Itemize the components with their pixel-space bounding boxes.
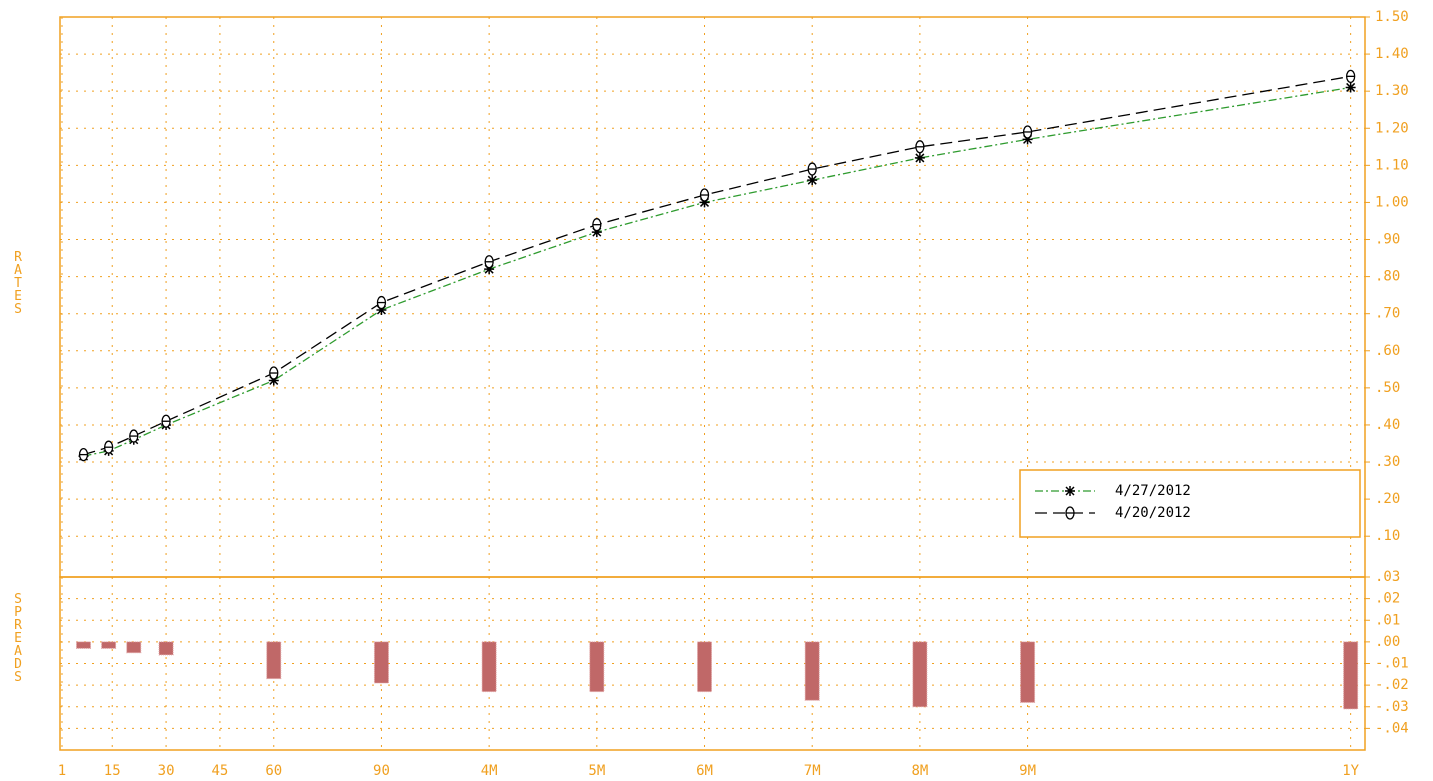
marker	[1345, 82, 1356, 93]
marker	[484, 264, 495, 275]
marker	[1345, 69, 1356, 83]
marker	[103, 440, 114, 454]
marker	[268, 375, 279, 386]
y-tick-label: -.02	[1375, 677, 1409, 693]
y-tick-label: .90	[1375, 232, 1400, 248]
y-tick-label: -.03	[1375, 699, 1409, 715]
y-tick-label: 1.30	[1375, 83, 1409, 99]
y-tick-label: .00	[1375, 634, 1400, 650]
marker	[1065, 486, 1075, 496]
marker	[376, 295, 387, 310]
marker	[1022, 134, 1033, 145]
marker	[78, 447, 89, 462]
x-tick-label: 1	[58, 763, 66, 779]
x-tick-label: 4M	[481, 763, 498, 779]
y-tick-label: 1.10	[1375, 157, 1409, 173]
y-tick-label: .30	[1375, 454, 1400, 470]
bar	[76, 641, 92, 649]
y-tick-label: .20	[1375, 491, 1400, 507]
y-tick-label: 1.50	[1375, 9, 1409, 25]
marker	[269, 366, 279, 380]
legend-box	[1019, 469, 1361, 538]
panel-frame	[59, 576, 1366, 751]
y-tick-label: .40	[1375, 417, 1400, 433]
bar	[266, 641, 282, 680]
y-tick-label: .50	[1375, 380, 1400, 396]
bar	[1020, 641, 1036, 703]
x-tick-label: 6M	[696, 763, 713, 779]
bar	[158, 641, 174, 656]
y-tick-label: 1.20	[1375, 120, 1409, 136]
y-tick-label: .80	[1375, 269, 1400, 285]
x-tick-label: 7M	[804, 763, 821, 779]
y-tick-label: 1.40	[1375, 46, 1409, 62]
marker	[161, 414, 171, 428]
y-tick-label: .01	[1375, 612, 1400, 628]
marker	[591, 227, 602, 238]
y-axis-label: SPREADS	[11, 592, 26, 683]
marker	[807, 162, 817, 176]
y-tick-label: -.01	[1375, 656, 1409, 672]
y-tick-label: 1.00	[1375, 194, 1409, 210]
x-tick-label: 90	[373, 763, 390, 779]
y-tick-label: .03	[1375, 569, 1400, 585]
marker	[1022, 125, 1033, 139]
y-axis-label: RATES	[11, 250, 26, 315]
bar	[1343, 641, 1359, 710]
x-tick-label: 5M	[588, 763, 605, 779]
marker	[699, 197, 710, 208]
marker	[915, 140, 925, 154]
bar	[804, 641, 820, 701]
bar	[912, 641, 928, 708]
marker	[592, 218, 602, 232]
x-tick-label: 45	[211, 763, 228, 779]
marker	[1065, 506, 1075, 520]
bar	[481, 641, 497, 693]
bar	[697, 641, 713, 693]
marker	[807, 175, 818, 186]
y-tick-label: .02	[1375, 591, 1400, 607]
marker	[914, 152, 925, 163]
legend-label: 4/27/2012	[1115, 483, 1191, 499]
bar	[373, 641, 389, 684]
x-tick-label: 8M	[911, 763, 928, 779]
y-tick-label: .10	[1375, 528, 1400, 544]
marker	[376, 304, 387, 315]
y-tick-label: .70	[1375, 306, 1400, 322]
bar	[589, 641, 605, 693]
legend-label: 4/20/2012	[1115, 505, 1191, 521]
x-tick-label: 1Y	[1342, 763, 1359, 779]
y-tick-label: -.04	[1375, 720, 1409, 736]
bar	[126, 641, 142, 654]
marker	[699, 188, 710, 202]
bar	[101, 641, 117, 649]
marker	[129, 429, 139, 443]
marker	[484, 255, 494, 269]
x-tick-label: 60	[265, 763, 282, 779]
series-line	[83, 86, 1351, 457]
y-tick-label: .60	[1375, 343, 1400, 359]
x-tick-label: 15	[104, 763, 121, 779]
x-tick-label: 9M	[1019, 763, 1036, 779]
x-tick-label: 30	[158, 763, 175, 779]
